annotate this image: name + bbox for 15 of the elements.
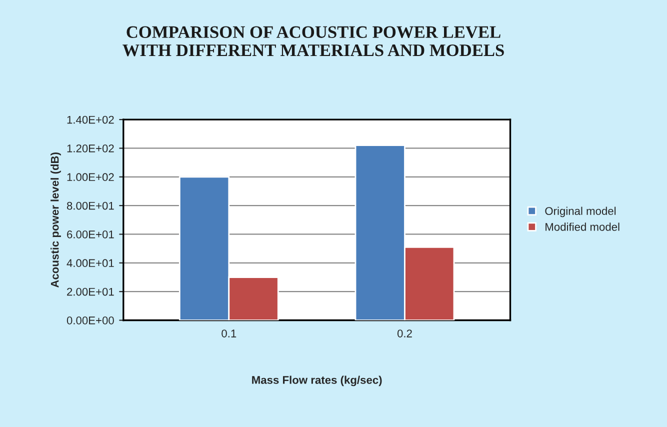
x-tick-label: 0.1	[222, 330, 236, 338]
legend-label: Modified model	[546, 222, 620, 231]
x-tick-label: 0.2	[397, 330, 412, 338]
y-tick-label: 1.20E+02	[67, 144, 114, 152]
y-tick-label: 6.00E+01	[67, 230, 114, 238]
chart-title: COMPARISON OF ACOUSTIC POWER LEVEL WITH DIFFERENT MATERIALS AND MODELS	[122, 26, 504, 56]
x-axis-title: Mass Flow rates (kg/sec)	[252, 376, 382, 386]
y-tick-label: 0.00E+00	[66, 316, 114, 324]
y-tick-label: 8.00E+01	[66, 202, 114, 210]
y-axis-title: Acoustic power level (dB)	[50, 152, 61, 288]
y-tick-label: 4.00E+01	[66, 259, 114, 268]
y-tick-label: 1.00E+02	[67, 173, 114, 182]
y-tick-label: 1.40E+02	[67, 116, 114, 124]
legend-label: Original model	[545, 206, 616, 218]
y-tick-label: 2.00E+01	[67, 288, 114, 296]
